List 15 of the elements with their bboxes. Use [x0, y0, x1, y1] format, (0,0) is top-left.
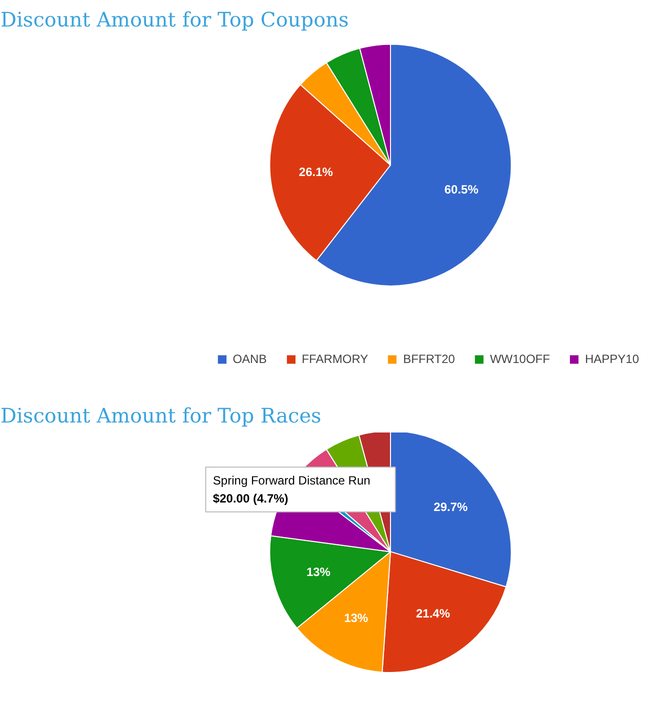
legend-label: HAPPY10	[584, 352, 639, 366]
chart-title: Discount Amount for Top Races	[0, 404, 322, 428]
data-label: 26.1%	[298, 164, 334, 179]
data-label: 21.4%	[416, 606, 450, 620]
chart-title: Discount Amount for Top Coupons	[0, 8, 349, 32]
data-label: 13%	[306, 565, 331, 580]
data-label: 13%	[344, 611, 368, 626]
data-label: 60.5%	[444, 182, 479, 196]
text: $20.00 (4.7%)	[212, 492, 288, 506]
legend-label: WW10OFF	[490, 352, 550, 366]
legend-label: OANB	[232, 352, 267, 366]
text: Spring Forward Distance Run	[212, 473, 370, 488]
data-label: 29.7%	[434, 500, 468, 514]
legend-label: BFFRT20	[403, 352, 455, 366]
legend-label: FFARMORY	[302, 352, 368, 366]
